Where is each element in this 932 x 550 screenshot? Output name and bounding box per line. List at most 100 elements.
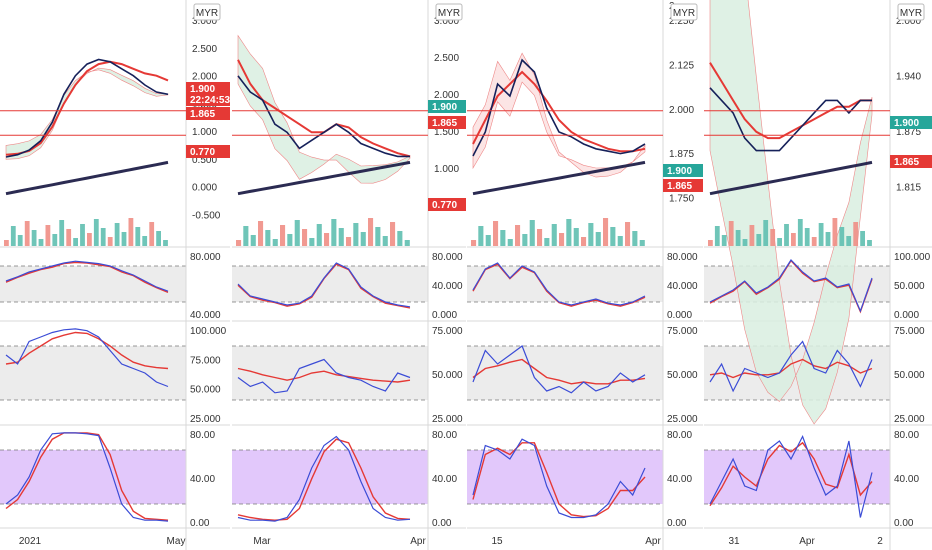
volume-bar	[135, 227, 141, 246]
stoch-axis-label: 0.00	[667, 518, 687, 529]
volume-bar	[236, 240, 242, 246]
volume-bar	[749, 225, 755, 246]
volume-bar	[742, 239, 748, 246]
stoch-axis-label: 80.00	[667, 430, 692, 441]
time-axis: 2021 May Mar Apr 15 Apr 31 Apr 2	[19, 536, 883, 547]
volume-bar	[316, 224, 322, 246]
stochrsi-signal-line	[472, 358, 646, 385]
rsi-axis-label: 50.000	[894, 281, 925, 292]
volume-bar	[804, 228, 810, 246]
volume-bar	[595, 232, 601, 246]
volume-bar	[309, 238, 315, 246]
volume-bar	[17, 235, 23, 246]
volume-bar	[107, 237, 113, 246]
volume-bar	[80, 224, 85, 246]
volume-bar	[397, 231, 403, 246]
volume-bar	[610, 227, 616, 246]
stochrsi-axis-label: 75.000	[894, 326, 925, 337]
time-axis-label: Apr	[410, 536, 426, 547]
volume-bar	[121, 232, 127, 246]
volume-bar	[375, 227, 381, 246]
price-axis-label: 0.000	[192, 183, 217, 194]
volume-bar	[163, 240, 168, 246]
currency-badge	[435, 3, 463, 21]
rsi-axis-label: 40.000	[190, 310, 221, 321]
price-axis-label: 1.000	[434, 164, 459, 175]
stoch-axis-label: 40.00	[894, 474, 919, 485]
rsi-axis-label: 80.000	[432, 252, 463, 263]
price-axis-label: 1.500	[434, 127, 459, 138]
volume-bar	[382, 236, 388, 246]
stochrsi-axis-label: 75.000	[667, 326, 698, 337]
volume-bar	[93, 219, 99, 246]
rsi-axis-label: 0.000	[894, 310, 919, 321]
stoch-main-line	[472, 438, 646, 519]
price-tag	[890, 155, 932, 168]
volume-bar	[149, 222, 155, 246]
volume-bar	[45, 225, 51, 246]
rsi-main-line	[237, 262, 411, 308]
ichimoku-cloud	[237, 34, 411, 184]
stochrsi-axis-label: 25.000	[190, 414, 221, 425]
stochrsi-main-line	[5, 328, 169, 388]
long-ma-line	[5, 160, 169, 196]
price-tag-label: 1.865	[894, 157, 919, 168]
rsi-axis-label: 40.000	[667, 281, 698, 292]
volume-bar	[31, 230, 37, 246]
stochrsi-axis-label: 50.000	[190, 385, 221, 396]
rsi-axis-label: 0.000	[432, 310, 457, 321]
price-tag-label: 1.900	[190, 84, 215, 95]
currency-badge	[897, 3, 925, 21]
volume-bar	[728, 221, 734, 246]
volume-bar	[853, 222, 859, 246]
volume-bar	[825, 232, 831, 246]
volume-bar	[38, 239, 44, 246]
volume-bar	[588, 223, 594, 246]
stochrsi-axis-label: 50.000	[432, 370, 463, 381]
price-axis-label: 2.000	[669, 105, 694, 116]
volume-bar	[360, 232, 366, 246]
time-axis-label: 2	[877, 536, 883, 547]
time-axis-label: 2021	[19, 536, 42, 547]
stoch-main-line	[237, 435, 411, 522]
volume-bar	[243, 226, 249, 246]
price-line	[237, 75, 410, 158]
price-axis-label: 3.000	[434, 16, 459, 27]
volume-bar	[537, 229, 543, 246]
volume-bar	[867, 240, 872, 246]
volume-bar	[763, 220, 769, 246]
volume-bar	[485, 235, 491, 246]
price-tag-label: 1.865	[667, 181, 692, 192]
price-tag-label: 1.865	[190, 109, 215, 120]
rsi-main-line	[709, 259, 873, 313]
stochrsi-axis-label: 50.000	[667, 370, 698, 381]
currency-badge-label: MYR	[196, 8, 218, 19]
volume-bar	[272, 239, 278, 246]
stochrsi-main-line	[709, 340, 873, 393]
price-tag	[663, 179, 703, 192]
indicator-lines	[5, 259, 873, 522]
stoch-signal-line	[237, 438, 411, 521]
price-tag	[428, 100, 466, 113]
stoch-axis-label: 0.00	[894, 518, 914, 529]
volume-bar	[839, 227, 845, 246]
stoch-signal-line	[709, 441, 873, 507]
price-tag	[186, 145, 230, 158]
rsi-axis-label: 80.000	[667, 252, 698, 263]
volume-bar	[617, 236, 623, 246]
stochrsi-axis-label: 75.000	[190, 355, 221, 366]
ema-line	[472, 70, 646, 153]
price-axis-label: 2.125	[669, 60, 694, 71]
price-tags: 1.90022:24:531.8650.7701.9001.8650.7701.…	[186, 82, 932, 211]
volume-bar	[756, 234, 762, 246]
long-ma-line	[472, 160, 646, 196]
stochrsi-axis-label: 100.000	[190, 326, 227, 337]
price-line	[472, 58, 646, 157]
volume-bar	[471, 240, 477, 246]
price-axis-label: 2.000	[192, 72, 217, 83]
volume-bar	[735, 230, 741, 246]
volume-bar	[811, 237, 817, 246]
rsi-main-line	[5, 260, 169, 292]
volume-bar	[66, 229, 72, 246]
volume-bar	[302, 229, 308, 246]
